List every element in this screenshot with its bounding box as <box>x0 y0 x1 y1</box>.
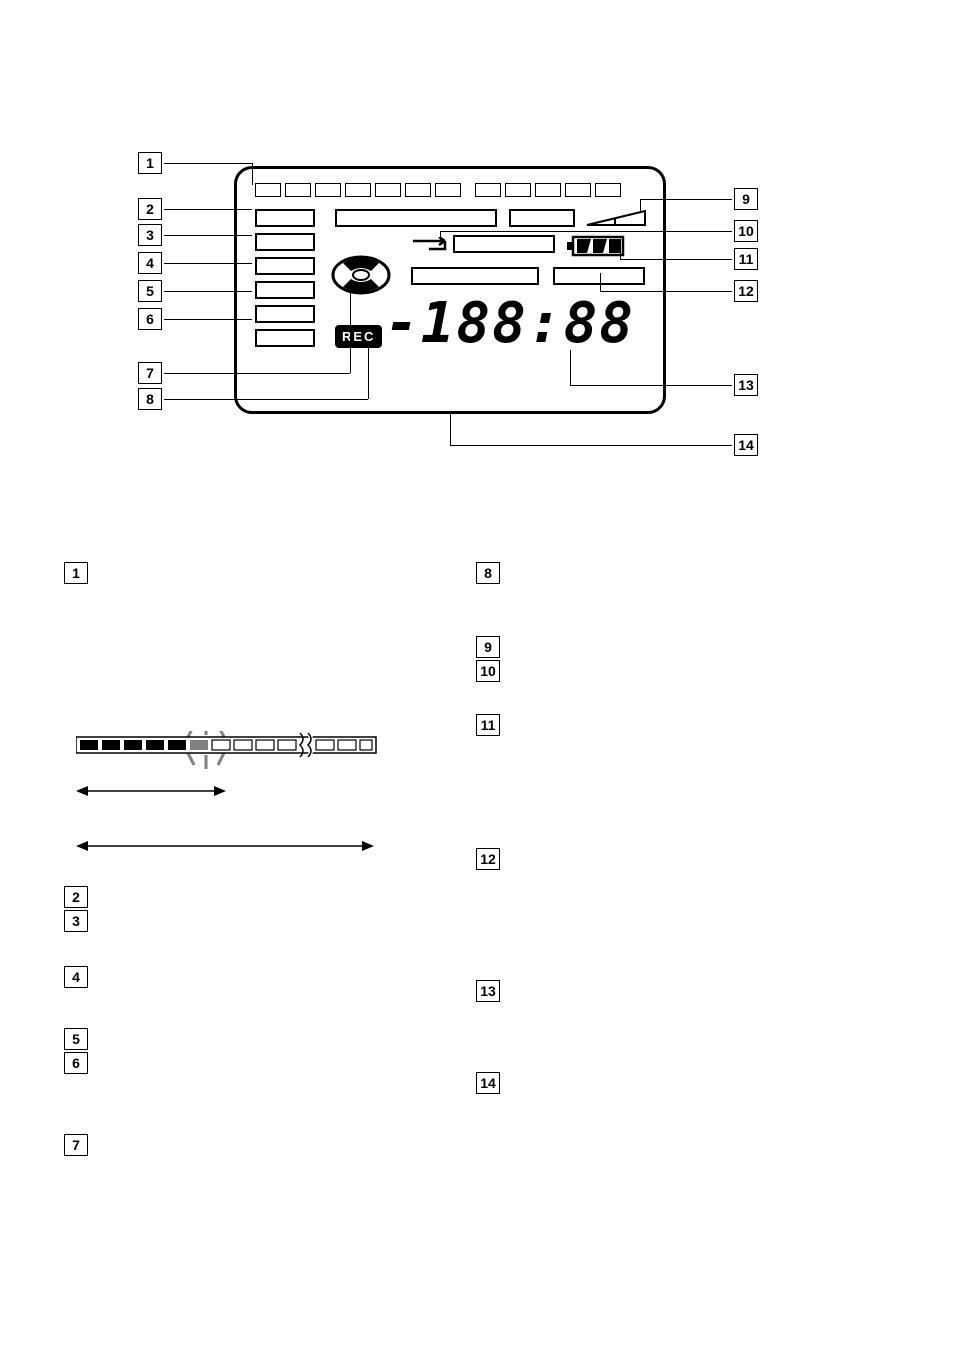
char-seg <box>595 183 621 197</box>
indicator-box-wide <box>335 209 497 227</box>
leader-line <box>620 259 732 260</box>
callout-11: 11 <box>734 248 758 270</box>
indicator-box-mid <box>453 235 555 253</box>
leader-line <box>164 373 350 374</box>
leader-line <box>164 263 252 264</box>
indicator-box-row3-a <box>411 267 539 285</box>
char-seg <box>435 183 461 197</box>
list-callout-8: 8 <box>476 562 500 584</box>
side-indicator-1 <box>255 209 315 227</box>
leader-line <box>164 291 252 292</box>
disc-icon <box>331 255 391 295</box>
list-callout-10: 10 <box>476 660 500 682</box>
list-callout-7: 7 <box>64 1134 88 1156</box>
callout-8: 8 <box>138 388 162 410</box>
leader-line <box>570 385 732 386</box>
char-seg <box>565 183 591 197</box>
char-seg <box>535 183 561 197</box>
lcd-frame: REC -188:88 <box>234 166 666 414</box>
char-seg-gap <box>465 183 471 197</box>
callout-1: 1 <box>138 152 162 174</box>
leader-line <box>164 399 368 400</box>
list-callout-12: 12 <box>476 848 500 870</box>
leader-line <box>600 273 601 291</box>
side-indicator-5 <box>255 305 315 323</box>
list-callout-14: 14 <box>476 1072 500 1094</box>
side-indicator-3 <box>255 257 315 275</box>
leader-line <box>640 199 732 200</box>
list-callout-3: 3 <box>64 910 88 932</box>
list-callout-5: 5 <box>64 1028 88 1050</box>
callout-14: 14 <box>734 434 758 456</box>
leader-line <box>450 445 732 446</box>
play-mode-icon <box>409 237 449 255</box>
char-seg <box>375 183 401 197</box>
char-info-row <box>255 183 621 197</box>
leader-line <box>620 242 621 259</box>
side-indicator-6 <box>255 329 315 347</box>
leader-line <box>350 288 351 373</box>
indicator-box-row3-b <box>553 267 645 285</box>
callout-3: 3 <box>138 224 162 246</box>
char-seg <box>255 183 281 197</box>
leader-line <box>164 163 252 164</box>
indicator-box-right-a <box>509 209 575 227</box>
list-callout-1: 1 <box>64 562 88 584</box>
battery-icon <box>567 235 627 257</box>
page: REC -188:88 1 2 3 4 5 6 7 8 9 <box>0 0 954 1358</box>
memory-bar-graphic <box>76 731 396 753</box>
leader-line <box>252 163 253 185</box>
callout-13: 13 <box>734 374 758 396</box>
side-indicator-4 <box>255 281 315 299</box>
leader-line <box>640 199 641 211</box>
char-seg <box>405 183 431 197</box>
callout-2: 2 <box>138 198 162 220</box>
list-callout-6: 6 <box>64 1052 88 1074</box>
leader-line <box>164 209 252 210</box>
list-callout-2: 2 <box>64 886 88 908</box>
leader-line <box>570 350 571 385</box>
char-seg <box>345 183 371 197</box>
char-seg <box>315 183 341 197</box>
callout-10: 10 <box>734 220 758 242</box>
leader-line <box>440 231 732 232</box>
time-display: -188:88 <box>385 291 635 356</box>
char-seg <box>285 183 311 197</box>
callout-4: 4 <box>138 252 162 274</box>
callout-7: 7 <box>138 362 162 384</box>
list-callout-9: 9 <box>476 636 500 658</box>
callout-5: 5 <box>138 280 162 302</box>
rec-indicator: REC <box>335 325 382 348</box>
callout-12: 12 <box>734 280 758 302</box>
leader-line <box>450 414 451 445</box>
side-indicator-2 <box>255 233 315 251</box>
mic-sens-ramp-icon <box>585 209 647 227</box>
leader-line <box>368 342 369 399</box>
leader-line <box>440 231 441 241</box>
leader-line <box>164 235 252 236</box>
list-callout-11: 11 <box>476 714 500 736</box>
display-diagram: REC -188:88 1 2 3 4 5 6 7 8 9 <box>0 130 954 460</box>
char-seg <box>475 183 501 197</box>
char-seg <box>505 183 531 197</box>
leader-line <box>600 291 732 292</box>
list-callout-4: 4 <box>64 966 88 988</box>
callout-6: 6 <box>138 308 162 330</box>
leader-line <box>164 319 252 320</box>
callout-9: 9 <box>734 188 758 210</box>
memory-bar-svg <box>76 731 396 861</box>
list-callout-13: 13 <box>476 980 500 1002</box>
